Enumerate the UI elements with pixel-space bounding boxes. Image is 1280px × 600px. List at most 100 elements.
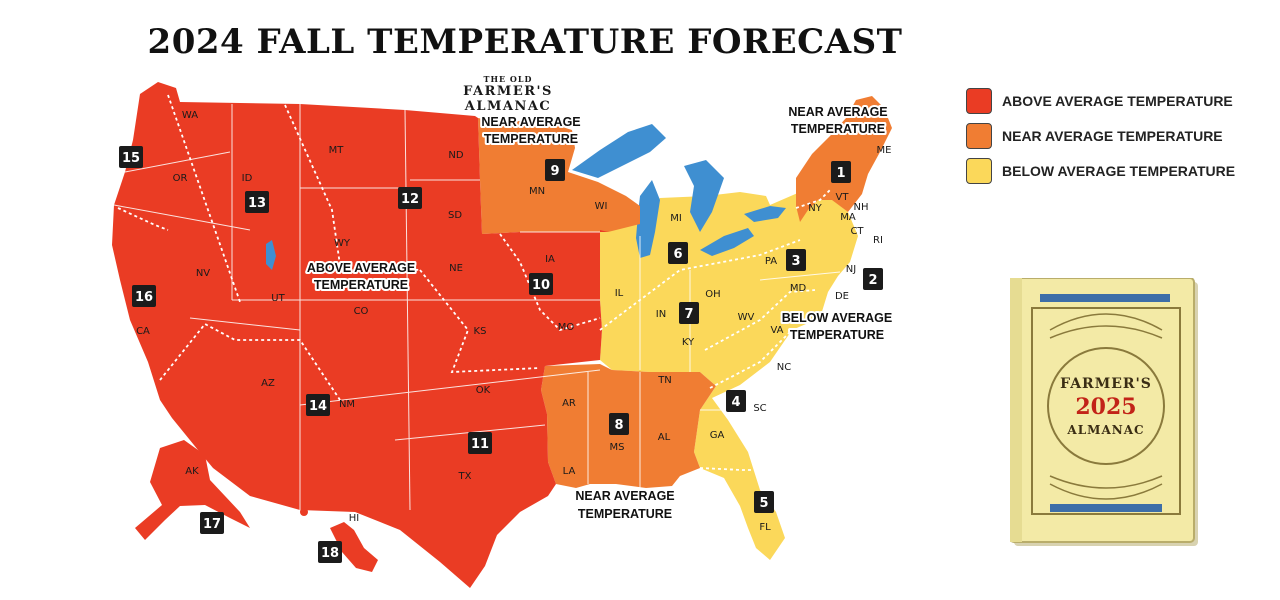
zone-above-hawaii (330, 522, 378, 572)
svg-text:1: 1 (836, 166, 845, 181)
state-label: GA (710, 430, 725, 441)
legend-swatch-below (966, 158, 992, 184)
state-label: FL (759, 522, 771, 533)
callout-above-line2: TEMPERATURE (314, 278, 408, 292)
callout-below-line1: BELOW AVERAGE (782, 311, 892, 325)
lake-superior (572, 124, 666, 178)
region-marker-16: 16 (132, 285, 156, 307)
state-label: AK (185, 466, 199, 477)
zone-near-1 (796, 96, 892, 222)
region-marker-1: 1 (831, 161, 851, 183)
svg-text:14: 14 (309, 399, 327, 414)
state-label: MO (558, 322, 575, 333)
state-label: TX (458, 471, 472, 482)
zone-below (600, 192, 858, 560)
region-marker-14: 14 (306, 394, 330, 416)
state-label: MS (610, 442, 625, 453)
state-label: MI (670, 213, 682, 224)
book-title-bottom: ALMANAC (1066, 423, 1144, 437)
book-top-banner (1040, 294, 1170, 302)
state-label: WI (595, 201, 608, 212)
zone-below-east (572, 124, 858, 560)
region-marker-15: 15 (119, 146, 143, 168)
state-label: WA (182, 110, 198, 121)
svg-text:15: 15 (122, 151, 140, 166)
region-marker-6: 6 (668, 242, 688, 264)
region-markers: 1 2 3 4 5 6 7 8 9 10 11 12 13 14 15 16 1… (119, 146, 883, 563)
callout-near-midwest-line2: TEMPERATURE (484, 132, 578, 146)
lake-erie (700, 228, 754, 256)
state-label: NJ (846, 264, 856, 275)
state-label: AR (562, 398, 576, 409)
callout-near-northeast-line1: NEAR AVERAGE (788, 105, 887, 119)
callouts: NEAR AVERAGE TEMPERATURE NEAR AVERAGE TE… (305, 103, 894, 523)
legend-swatch-near (966, 123, 992, 149)
state-label: HI (349, 513, 359, 524)
svg-text:8: 8 (614, 418, 623, 433)
region-marker-3: 3 (786, 249, 806, 271)
state-label: MD (790, 283, 807, 294)
state-label: WY (334, 238, 351, 249)
legend-label-near: NEAR AVERAGE TEMPERATURE (1002, 128, 1223, 144)
region-marker-2: 2 (863, 268, 883, 290)
state-label: NY (808, 203, 822, 214)
state-line (299, 369, 601, 406)
svg-text:7: 7 (684, 307, 693, 322)
lake-ontario (744, 206, 786, 222)
border-region-7-3 (704, 289, 816, 351)
state-label: SD (448, 210, 462, 221)
lake-huron (684, 160, 724, 232)
state-label: NE (449, 263, 463, 274)
callout-near-northeast-line2: TEMPERATURE (791, 122, 885, 136)
legend-label-above: ABOVE AVERAGE TEMPERATURE (1002, 93, 1233, 109)
state-label: ID (242, 173, 253, 184)
state-label: OK (476, 385, 491, 396)
border-region-1-3 (795, 189, 831, 209)
zone-above-contiguous (112, 82, 608, 588)
map-title: 2024 FALL TEMPERATURE FORECAST (147, 22, 903, 62)
svg-text:13: 13 (248, 196, 266, 211)
state-label: IA (545, 254, 555, 265)
region-marker-5: 5 (754, 491, 774, 513)
state-label: TN (657, 375, 672, 386)
almanac-book-cover[interactable]: FARMER'S 2025 ALMANAC (1010, 278, 1198, 546)
region-marker-18: 18 (318, 541, 342, 563)
region-marker-7: 7 (679, 302, 699, 324)
book-ornament-top (1049, 313, 1163, 339)
state-label: OR (173, 173, 188, 184)
book-spine (1010, 278, 1022, 542)
legend-label-below: BELOW AVERAGE TEMPERATURE (1002, 163, 1236, 179)
state-label: RI (873, 235, 883, 246)
state-label: KS (474, 326, 487, 337)
state-label: NH (854, 202, 869, 213)
state-label: IN (656, 309, 666, 320)
svg-text:11: 11 (471, 437, 489, 452)
state-label: UT (271, 293, 285, 304)
state-label: MA (840, 212, 856, 223)
state-label: VT (836, 192, 850, 203)
state-label: MN (529, 186, 545, 197)
state-label: MT (329, 145, 345, 156)
state-label: VA (770, 325, 783, 336)
state-label: CT (850, 226, 864, 237)
legend-item-near: NEAR AVERAGE TEMPERATURE (966, 123, 1235, 149)
state-label: OH (705, 289, 720, 300)
state-label: CO (354, 306, 369, 317)
state-line (404, 109, 411, 511)
state-label: LA (563, 466, 576, 477)
state-label: NM (339, 399, 355, 410)
state-label: IL (615, 288, 624, 299)
border-region-4-5 (699, 467, 756, 471)
svg-text:6: 6 (673, 247, 682, 262)
svg-text:9: 9 (550, 164, 559, 179)
legend-item-above: ABOVE AVERAGE TEMPERATURE (966, 88, 1235, 114)
state-label: AZ (261, 378, 275, 389)
book-inner-frame (1031, 307, 1181, 515)
legend-swatch-above (966, 88, 992, 114)
border-region-10 (499, 233, 601, 332)
state-label: DE (835, 291, 849, 302)
state-label: ME (877, 145, 892, 156)
state-line (124, 151, 231, 173)
state-label: ND (448, 150, 463, 161)
